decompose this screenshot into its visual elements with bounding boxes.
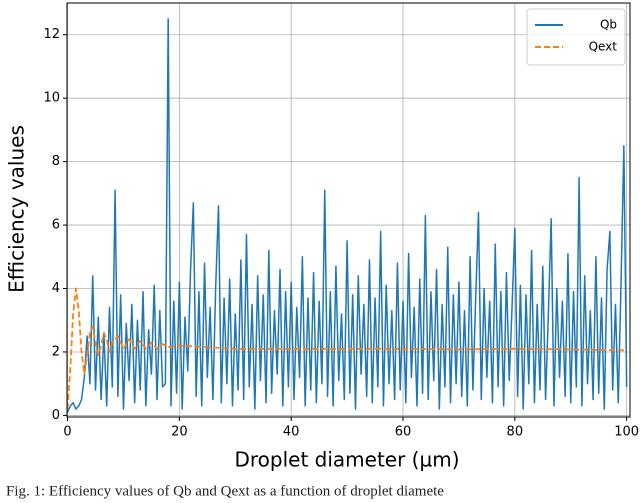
x-axis-label: Droplet diameter (µm): [234, 448, 459, 472]
y-tick-label: 4: [52, 281, 60, 296]
x-tick-label: 20: [171, 425, 188, 440]
y-tick-label: 10: [43, 91, 60, 106]
series-line: [66, 18, 628, 413]
y-axis-label: Efficiency values: [5, 125, 29, 293]
x-tick-label: 0: [63, 425, 71, 440]
series-line: [66, 287, 627, 410]
x-tick-label: 40: [283, 425, 300, 440]
y-tick-label: 6: [52, 218, 60, 233]
y-tick-label: 2: [52, 344, 60, 359]
legend-label: Qb: [600, 18, 617, 32]
y-tick-label: 8: [52, 154, 60, 169]
y-tick-label: 0: [52, 408, 60, 423]
plot-frame: [66, 2, 631, 418]
legend-label: Qext: [589, 40, 618, 54]
x-tick-label: 80: [507, 425, 524, 440]
x-tick-label: 60: [395, 425, 412, 440]
y-tick-label: 12: [43, 27, 60, 42]
caption: Fig. 1: Efficiency values of Qb and Qext…: [6, 483, 444, 499]
x-tick-label: 100: [614, 425, 639, 440]
legend-box: [526, 8, 626, 66]
